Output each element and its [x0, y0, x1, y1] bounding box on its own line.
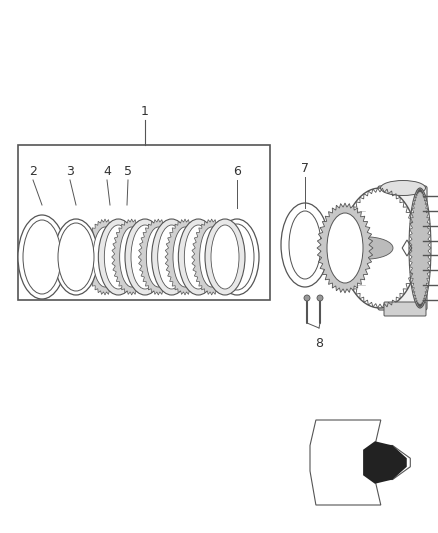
Ellipse shape [327, 213, 363, 283]
Text: 1: 1 [141, 105, 149, 118]
Polygon shape [192, 219, 232, 295]
Ellipse shape [184, 225, 212, 289]
Polygon shape [310, 420, 410, 505]
Text: 7: 7 [301, 162, 309, 175]
Polygon shape [85, 219, 125, 295]
Ellipse shape [342, 188, 418, 308]
Ellipse shape [205, 219, 245, 295]
Ellipse shape [104, 225, 132, 289]
Ellipse shape [131, 225, 159, 289]
Ellipse shape [220, 224, 254, 290]
Polygon shape [112, 219, 152, 295]
Ellipse shape [215, 219, 259, 295]
Ellipse shape [152, 219, 192, 295]
Polygon shape [363, 441, 407, 484]
Ellipse shape [158, 225, 186, 289]
Text: 8: 8 [315, 337, 323, 350]
Ellipse shape [381, 181, 425, 196]
Circle shape [304, 295, 310, 301]
Text: 3: 3 [66, 165, 74, 178]
Ellipse shape [146, 227, 170, 287]
Ellipse shape [93, 227, 117, 287]
Ellipse shape [18, 215, 66, 299]
Polygon shape [138, 219, 178, 295]
Circle shape [317, 295, 323, 301]
Ellipse shape [54, 219, 98, 295]
Ellipse shape [58, 223, 94, 291]
Polygon shape [317, 203, 373, 293]
Ellipse shape [120, 227, 144, 287]
Polygon shape [165, 219, 205, 295]
Ellipse shape [173, 227, 197, 287]
Polygon shape [409, 188, 431, 308]
Ellipse shape [337, 237, 393, 259]
Ellipse shape [409, 188, 431, 308]
Bar [18, 145, 270, 300]
FancyBboxPatch shape [384, 302, 426, 316]
Ellipse shape [99, 219, 138, 295]
Text: 4: 4 [103, 165, 111, 178]
Text: 5: 5 [124, 165, 132, 178]
Ellipse shape [289, 211, 321, 279]
Ellipse shape [178, 219, 218, 295]
Ellipse shape [125, 219, 165, 295]
Ellipse shape [200, 227, 224, 287]
Text: 6: 6 [233, 165, 241, 178]
Ellipse shape [281, 203, 329, 287]
Ellipse shape [23, 220, 61, 294]
FancyBboxPatch shape [378, 186, 427, 310]
Ellipse shape [211, 225, 239, 289]
Text: 2: 2 [29, 165, 37, 178]
